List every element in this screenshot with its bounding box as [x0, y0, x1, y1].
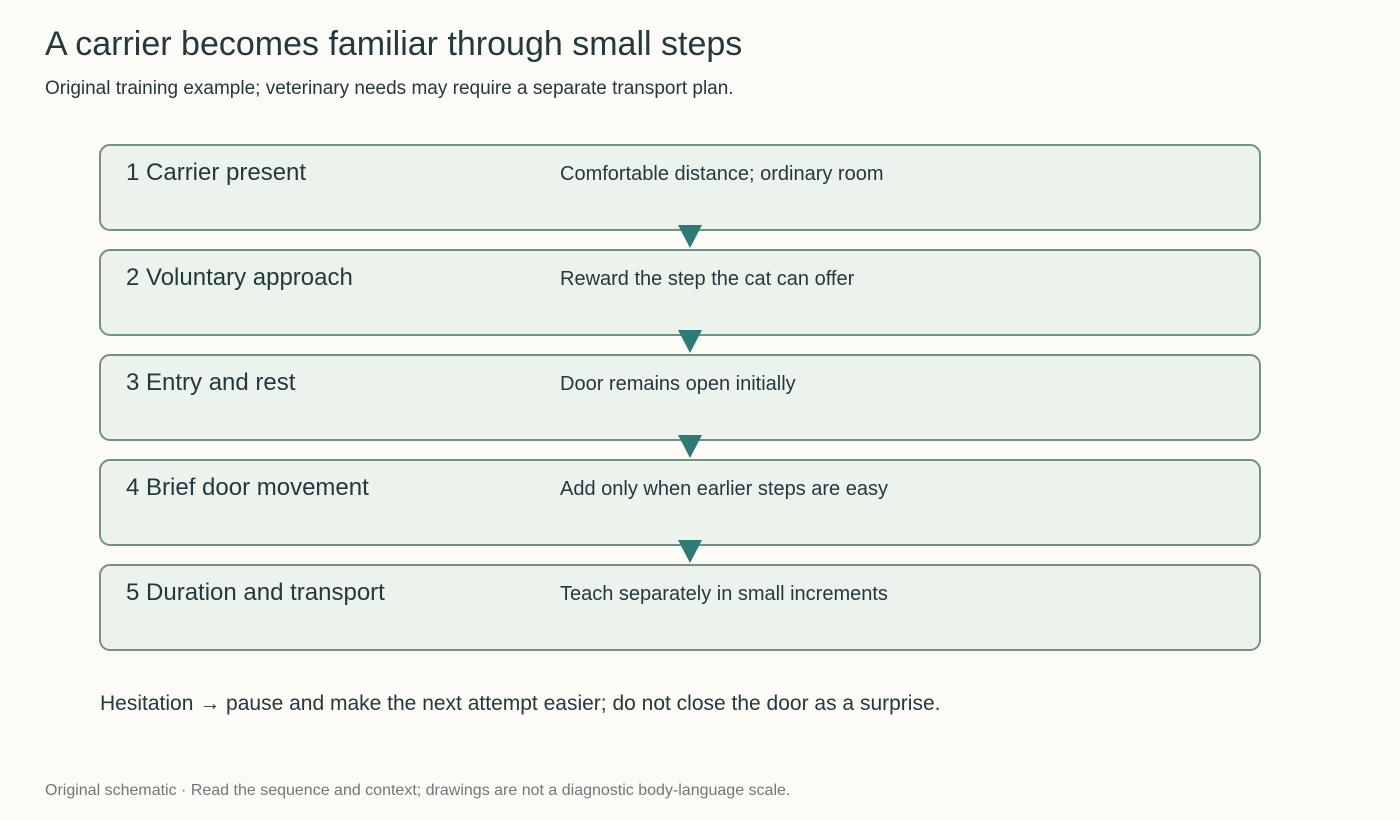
step-note: Reward the step the cat can offer [560, 268, 855, 290]
step: 2 Voluntary approach Reward the step the … [99, 249, 1261, 336]
step-note: Door remains open initially [560, 373, 796, 395]
arrow [678, 225, 702, 248]
step-box [99, 144, 1261, 231]
arrow [678, 330, 702, 353]
step: 4 Brief door movement Add only when earli… [99, 459, 1261, 546]
step-label: 1 Carrier present [126, 159, 306, 186]
step-note: Add only when earlier steps are easy [560, 478, 888, 500]
step-list: 1 Carrier present Comfortable distance; o… [99, 144, 1261, 651]
step-note: Comfortable distance; ordinary room [560, 163, 883, 185]
step-label: 5 Duration and transport [126, 579, 385, 606]
step: 5 Duration and transport Teach separately… [99, 564, 1261, 651]
step-box [99, 249, 1261, 336]
title: A carrier becomes familiar through small… [45, 25, 742, 63]
footer: Original schematic · Read the sequence a… [45, 782, 790, 799]
step: 1 Carrier present Comfortable distance; o… [99, 144, 1261, 231]
subtitle: Original training example; veterinary ne… [45, 78, 734, 99]
arrow [678, 435, 702, 458]
step-label: 4 Brief door movement [126, 474, 369, 501]
step-label: 3 Entry and rest [126, 369, 296, 396]
step-box [99, 459, 1261, 546]
step-box [99, 354, 1261, 441]
step-box [99, 564, 1261, 651]
step-note: Teach separately in small increments [560, 583, 888, 605]
note: Hesitation → pause and make the next att… [100, 692, 940, 715]
step-label: 2 Voluntary approach [126, 264, 353, 291]
arrow [678, 540, 702, 563]
step: 3 Entry and rest Door remains open initia… [99, 354, 1261, 441]
